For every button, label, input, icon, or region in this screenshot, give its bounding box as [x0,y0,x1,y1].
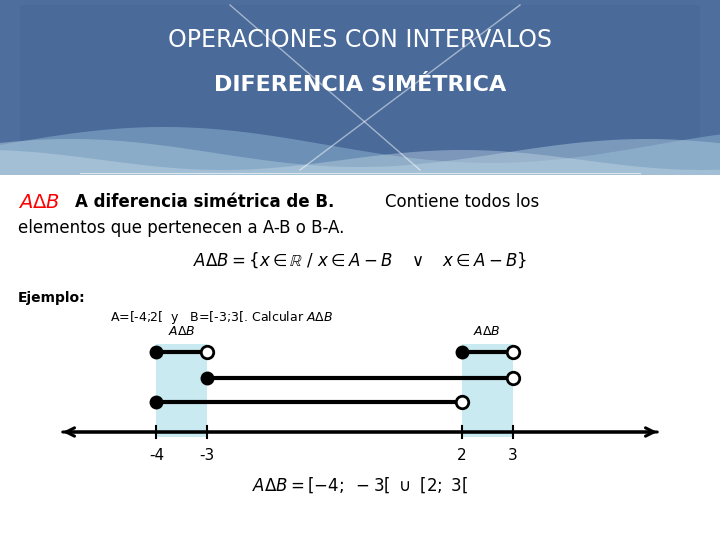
Text: $A\Delta B$: $A\Delta B$ [18,192,60,212]
Text: Contiene todos los: Contiene todos los [385,193,539,211]
Text: 2: 2 [457,448,467,463]
Polygon shape [0,127,720,175]
Text: $A\Delta B = [-4;\ -3[\ \cup\ [2;\ 3[$: $A\Delta B = [-4;\ -3[\ \cup\ [2;\ 3[$ [252,475,468,495]
Text: $A\Delta B = \{x \in \mathbb{R}\ /\ x \in A-B \quad \vee \quad x \in A-B\}$: $A\Delta B = \{x \in \mathbb{R}\ /\ x \i… [193,250,527,270]
Polygon shape [0,150,720,175]
Text: elementos que pertenecen a A-B o B-A.: elementos que pertenecen a A-B o B-A. [18,219,344,237]
Text: A=[-4;2[  y   B=[-3;3[. Calcular $A\Delta B$: A=[-4;2[ y B=[-3;3[. Calcular $A\Delta B… [110,309,333,327]
Bar [20,5,700,170]
Bar [156,344,207,437]
Text: $A\Delta B$: $A\Delta B$ [474,325,501,338]
Polygon shape [0,139,720,175]
Text: -4: -4 [149,448,164,463]
Bar [462,344,513,437]
Text: A diferencia simétrica de B.: A diferencia simétrica de B. [75,193,334,211]
Text: OPERACIONES CON INTERVALOS: OPERACIONES CON INTERVALOS [168,28,552,52]
Text: -3: -3 [199,448,215,463]
Text: DIFERENCIA SIMÉTRICA: DIFERENCIA SIMÉTRICA [214,75,506,95]
Bar [0,0,720,175]
Text: Ejemplo:: Ejemplo: [18,291,86,305]
Text: $A\Delta B$: $A\Delta B$ [168,325,196,338]
Text: 3: 3 [508,448,518,463]
